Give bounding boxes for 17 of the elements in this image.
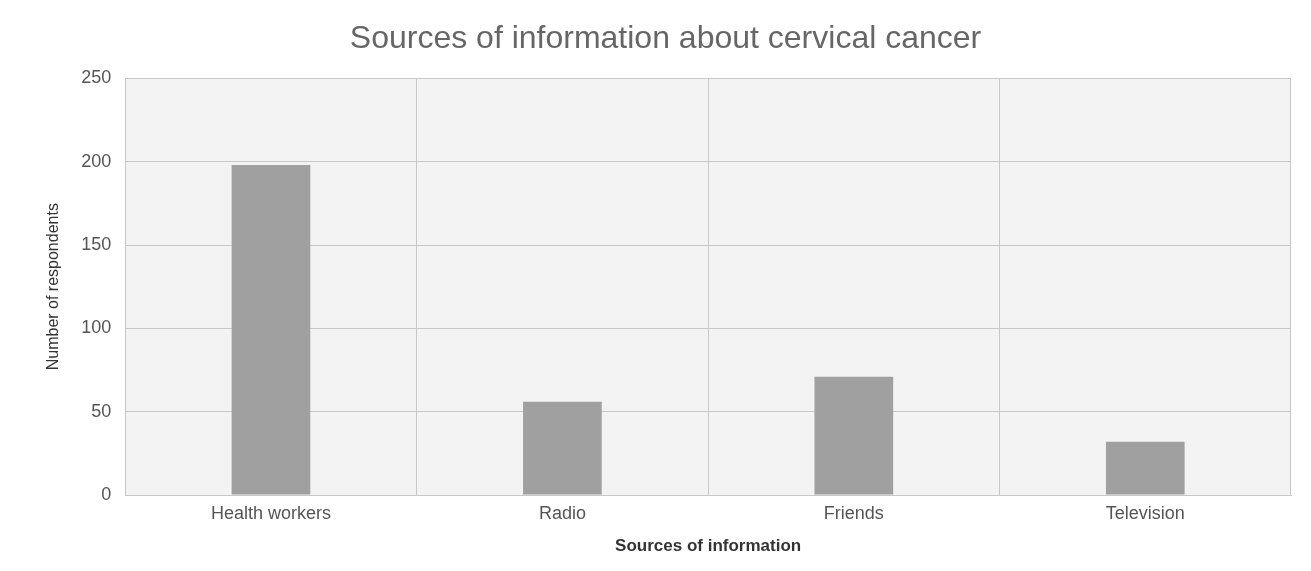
x-tick-label: Television (1105, 502, 1185, 523)
y-tick-label: 200 (81, 150, 112, 171)
x-axis-title: Sources of information (615, 536, 802, 556)
y-tick-label: 100 (81, 317, 112, 338)
x-tick-label: Health workers (210, 502, 331, 523)
y-tick-label: 250 (81, 67, 112, 88)
y-tick-label: 150 (81, 234, 112, 255)
bar (1105, 441, 1185, 495)
bar (231, 165, 311, 495)
y-axis-title: Number of respondents (44, 203, 62, 371)
bar (814, 376, 894, 495)
y-tick-label: 50 (91, 400, 112, 421)
x-tick-label: Radio (538, 502, 586, 523)
x-tick-label: Friends (823, 502, 884, 523)
bar (523, 401, 602, 495)
y-tick-label: 0 (101, 483, 112, 504)
chart-title: Sources of information about cervical cancer (349, 19, 982, 56)
